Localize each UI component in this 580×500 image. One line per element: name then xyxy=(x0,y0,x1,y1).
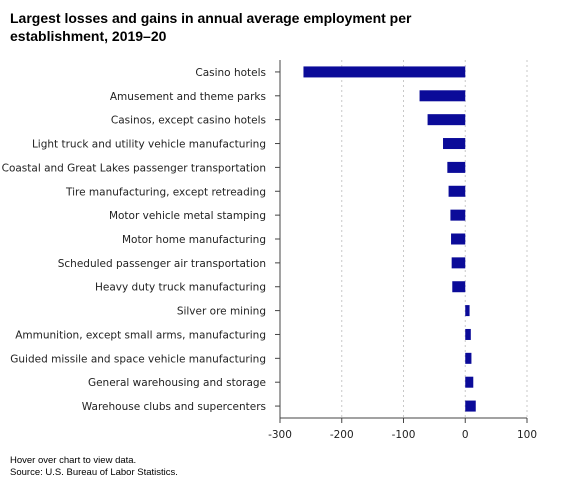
bar[interactable] xyxy=(465,400,476,412)
chart-title: Largest losses and gains in annual avera… xyxy=(10,10,412,44)
category-label: Tire manufacturing, except retreading xyxy=(65,186,266,198)
category-label: Casinos, except casino hotels xyxy=(111,115,266,127)
category-label: Coastal and Great Lakes passenger transp… xyxy=(2,162,266,174)
category-labels: Casino hotels Amusement and theme parks Ca… xyxy=(2,67,266,413)
category-label: Heavy duty truck manufacturing xyxy=(95,282,266,294)
bar[interactable] xyxy=(419,90,466,102)
category-label: Amusement and theme parks xyxy=(110,91,266,103)
category-label: Light truck and utility vehicle manufact… xyxy=(32,139,266,151)
bar[interactable] xyxy=(451,257,466,269)
gridlines xyxy=(341,60,528,418)
bar[interactable] xyxy=(465,376,474,388)
bars xyxy=(303,66,476,412)
hover-note: Hover over chart to view data. xyxy=(10,455,137,466)
bar[interactable] xyxy=(450,209,466,221)
bar[interactable] xyxy=(465,305,470,317)
x-tick-label: 0 xyxy=(462,429,469,441)
category-label: Guided missile and space vehicle manufac… xyxy=(10,353,266,365)
category-label: Warehouse clubs and supercenters xyxy=(82,401,266,413)
category-label: Ammunition, except small arms, manufactu… xyxy=(15,329,266,341)
bar[interactable] xyxy=(427,114,466,126)
x-tick-label: -300 xyxy=(268,429,292,441)
category-label: Silver ore mining xyxy=(177,306,266,318)
bar[interactable] xyxy=(443,138,466,150)
bar[interactable] xyxy=(303,66,466,78)
axes: -300 -200 -100 0 100 xyxy=(268,60,537,441)
bar[interactable] xyxy=(465,328,471,340)
x-tick-label: -200 xyxy=(330,429,354,441)
bar[interactable] xyxy=(447,161,466,173)
bar[interactable] xyxy=(452,281,466,293)
bar[interactable] xyxy=(465,352,472,364)
category-label: Casino hotels xyxy=(195,67,266,79)
category-label: Motor vehicle metal stamping xyxy=(109,210,266,222)
x-tick-label: 100 xyxy=(517,429,537,441)
category-label: Scheduled passenger air transportation xyxy=(58,258,266,270)
x-tick-label: -100 xyxy=(392,429,416,441)
category-label: General warehousing and storage xyxy=(88,377,266,389)
bar[interactable] xyxy=(448,185,466,197)
source-note: Source: U.S. Bureau of Labor Statistics. xyxy=(10,467,178,478)
category-label: Motor home manufacturing xyxy=(122,234,266,246)
bar[interactable] xyxy=(451,233,466,245)
